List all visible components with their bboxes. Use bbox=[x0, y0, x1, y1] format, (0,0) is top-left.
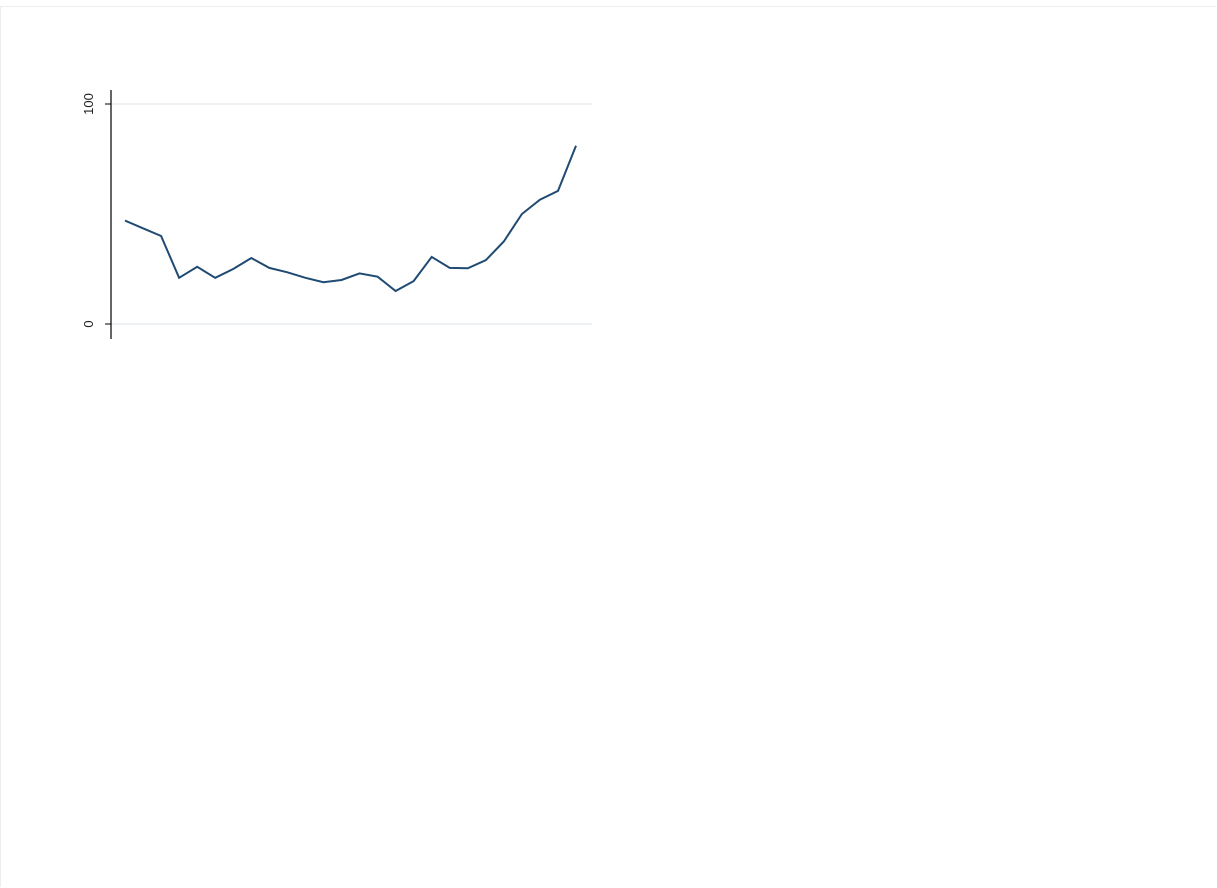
chart-frame: 0 100 bbox=[0, 6, 1216, 887]
y-tick-label-0: 0 bbox=[81, 320, 96, 327]
y-tick-label-100: 100 bbox=[81, 93, 96, 115]
line-chart: 0 100 bbox=[81, 90, 592, 339]
series-line-0 bbox=[124, 145, 577, 293]
